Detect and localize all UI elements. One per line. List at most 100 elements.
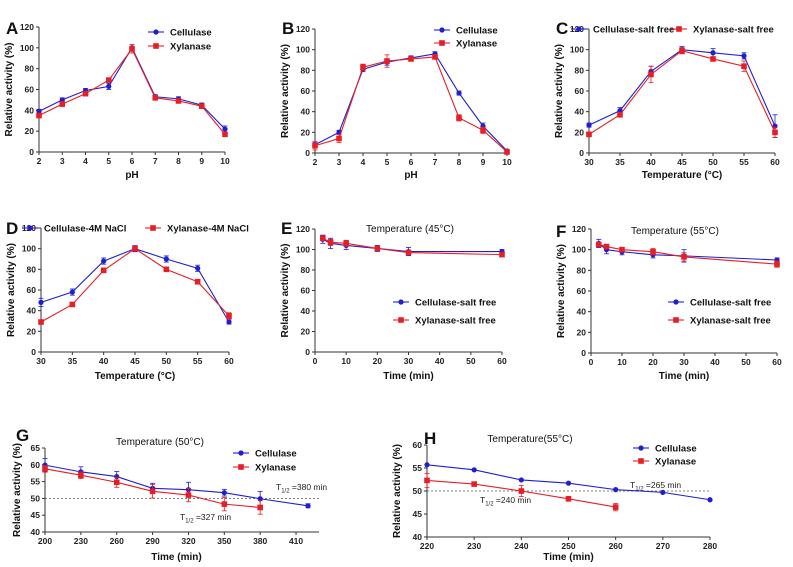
legend-marker [27,225,33,231]
x-tick-label: 3 [60,156,65,166]
y-tick-label: 20 [301,327,311,337]
legend-label: Cellulase-salt free [593,25,674,36]
data-point [504,149,510,155]
x-tick-label: 20 [373,356,383,366]
data-point [586,131,592,138]
x-tick-label: 270 [656,541,670,551]
y-tick-label: 40 [301,107,311,117]
data-point [312,142,318,149]
data-point [113,479,120,486]
x-axis-label: Temperature (°C) [95,371,176,382]
x-tick-label: 380 [253,536,267,546]
legend-label: Cellulase [255,449,297,460]
data-point [221,490,227,496]
panel-label: F [556,222,566,241]
y-tick-label: 20 [27,326,37,336]
data-point [603,243,610,250]
y-tick-label: 80 [575,65,585,75]
y-axis-label: Relative activity (%) [12,443,23,537]
data-point [518,477,524,483]
x-axis-label: Time (min) [659,371,709,382]
annotation-subscript: 1/2 [635,487,644,493]
legend: Cellulase Xylanase [148,28,212,53]
y-tick-label: 50 [31,493,41,503]
data-point [707,497,713,503]
x-tick-label: 40 [435,356,445,366]
x-tick-label: 8 [176,156,181,166]
x-tick-label: 0 [313,356,318,366]
y-tick-label: 60 [31,460,41,470]
chart-title: Temperature (45°C) [366,224,454,235]
x-axis-label: Time (min) [543,552,593,563]
data-point [82,90,89,97]
x-tick-label: 10 [220,156,230,166]
x-tick-label: 7 [153,156,158,166]
x-tick-label: 350 [217,536,231,546]
y-tick-label: 20 [25,126,35,136]
y-tick-label: 45 [31,510,41,520]
x-tick-label: 40 [710,357,720,367]
data-point [565,480,572,486]
series-line-xylanase-4m-nacl [40,248,230,323]
legend: Cellulase-salt free Xylanase-salt free [393,298,496,327]
data-point [319,235,326,242]
y-tick-label: 60 [301,86,311,96]
data-point [480,127,486,134]
chart-title: Temperature(55°C) [487,434,572,445]
x-tick-label: 320 [181,536,195,546]
y-tick-label: 40 [25,105,35,115]
legend: Cellulase Xylanase [434,26,498,50]
x-tick-label: 230 [74,536,88,546]
x-tick-label: 35 [615,157,625,167]
annotation-value: =265 min [644,480,682,490]
data-point [114,473,120,480]
x-tick-label: 35 [68,356,78,366]
x-tick-label: 4 [361,157,366,167]
legend-marker [439,40,445,46]
half-life-annotation: T1/2 =327 min [180,512,231,525]
y-tick-label: 60 [575,86,585,96]
data-point [185,492,192,498]
data-point [456,115,462,121]
legend: Cellulase-salt free Xylanase-salt free [668,298,771,327]
legend-marker [576,26,582,32]
legend: Cellulase Xylanase [233,449,297,474]
data-point [257,496,263,502]
y-tick-label: 120 [296,24,310,34]
series-line-xylanase [314,56,508,153]
panel-d: D02040608010012030354045505560Temperatur… [6,219,249,382]
x-axis-label: pH [404,170,417,181]
x-tick-label: 220 [420,541,434,551]
data-point [595,241,602,248]
x-tick-label: 260 [609,541,623,551]
data-point [617,108,623,114]
x-tick-label: 50 [466,356,476,366]
legend-marker [153,43,159,49]
y-tick-label: 45 [413,509,423,519]
legend-label: Xylanase [170,42,211,53]
annotation-main: T [480,495,485,505]
y-tick-label: 20 [577,327,587,337]
x-tick-label: 60 [224,356,234,366]
series-line-cellulase [38,46,226,130]
y-tick-label: 120 [572,224,586,234]
legend-label: Xylanase-salt free [693,25,774,36]
data-point [198,103,205,109]
annotation-main: T [276,482,281,492]
data-point [650,248,656,255]
annotation-value: =327 min [194,512,232,522]
half-life-annotation: T1/2 =265 min [630,480,681,493]
legend-marker [673,317,679,323]
legend: Cellulase-4M NaCl Xylanase-4M NaCl [22,224,249,235]
data-point [424,462,430,468]
legend: Cellulase-salt free Xylanase-salt free [571,25,774,36]
half-life-annotation: T1/2 =240 min [480,495,531,508]
x-tick-label: 7 [433,157,438,167]
y-tick-label: 40 [575,107,585,117]
x-tick-label: 20 [648,357,658,367]
y-tick-label: 40 [413,532,423,542]
y-axis-label: Relative activity (%) [556,244,567,338]
panel-label: B [282,19,294,38]
y-tick-label: 100 [572,245,586,255]
x-tick-label: 410 [289,536,303,546]
